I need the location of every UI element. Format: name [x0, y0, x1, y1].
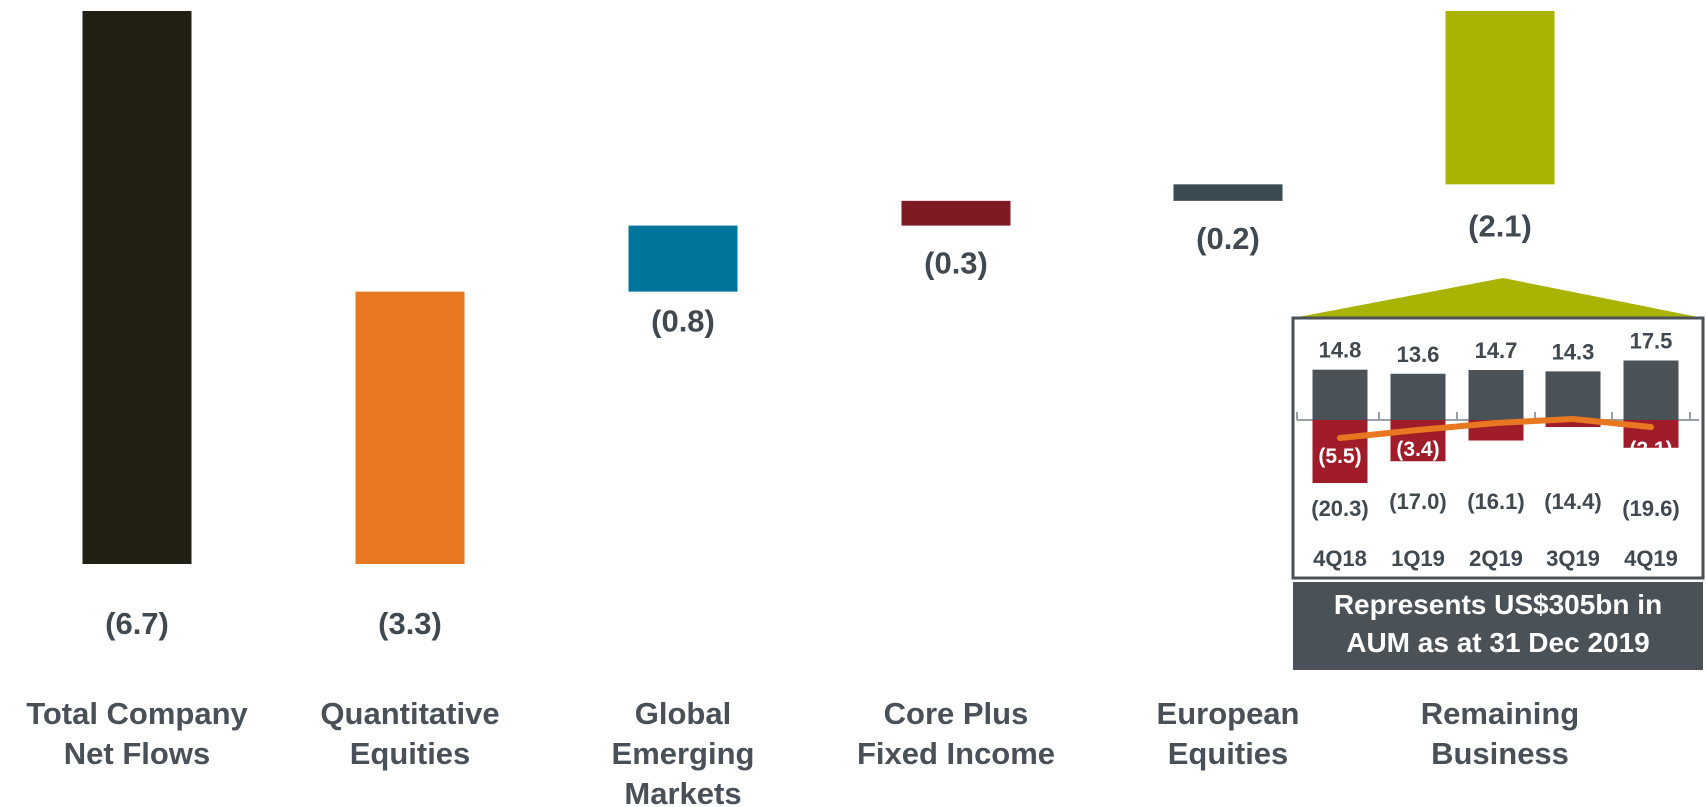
- footnote-text: AUM as at 31 Dec 2019: [1346, 627, 1650, 658]
- bar-1: [82, 11, 192, 564]
- net-label: (3.4): [1396, 438, 1439, 461]
- bar-5: [1173, 184, 1283, 201]
- net-label: (2.1): [1629, 438, 1672, 461]
- net-label: (0.1): [1551, 438, 1594, 461]
- inset-category-label: 4Q18: [1313, 546, 1367, 571]
- inflow-bar: [1312, 369, 1368, 420]
- bar-2: [355, 291, 465, 564]
- category-label: Equities: [350, 736, 471, 771]
- category-label: Business: [1431, 736, 1569, 771]
- category-label: Core Plus: [884, 696, 1029, 731]
- bar-4: [901, 200, 1011, 226]
- bar-value-label: (2.1): [1468, 208, 1532, 243]
- inflow-label: 14.7: [1475, 338, 1518, 363]
- bar-value-label: (0.8): [651, 304, 715, 339]
- category-label: Net Flows: [64, 736, 210, 771]
- outflow-label: (20.3): [1311, 496, 1368, 521]
- inflow-label: 14.3: [1552, 339, 1595, 364]
- category-label: Quantitative: [320, 696, 499, 731]
- bar-value-label: (0.3): [924, 246, 988, 281]
- bar-3: [628, 225, 738, 292]
- category-label: Equities: [1168, 736, 1289, 771]
- inset-category-label: 3Q19: [1546, 546, 1600, 571]
- outflow-label: (17.0): [1389, 489, 1446, 514]
- inflow-label: 13.6: [1397, 342, 1440, 367]
- bar-6: [1445, 11, 1555, 185]
- category-label: Fixed Income: [857, 736, 1055, 771]
- category-label: Remaining: [1421, 696, 1579, 731]
- inset-category-label: 1Q19: [1391, 546, 1445, 571]
- bar-value-label: (0.2): [1196, 221, 1260, 256]
- category-label: Emerging: [612, 736, 755, 771]
- inset-category-label: 4Q19: [1624, 546, 1678, 571]
- outflow-label: (16.1): [1467, 489, 1524, 514]
- category-label: Total Company: [26, 696, 248, 731]
- outflow-label: (19.6): [1622, 496, 1679, 521]
- callout-triangle: [1293, 278, 1703, 318]
- category-label: Global: [635, 696, 731, 731]
- footnote-box: [1293, 582, 1703, 670]
- net-flow-line: [1337, 416, 1654, 441]
- inset-category-label: 2Q19: [1469, 546, 1523, 571]
- inflow-bar: [1545, 371, 1601, 420]
- inflow-bar: [1390, 373, 1446, 420]
- inflow-bar: [1623, 360, 1679, 420]
- bar-value-label: (3.3): [378, 606, 442, 641]
- outflow-label: (14.4): [1544, 489, 1601, 514]
- outflow-bar: [1312, 420, 1368, 484]
- inflow-label: 17.5: [1630, 329, 1673, 354]
- outflow-bar: [1545, 420, 1601, 428]
- inflow-bar: [1468, 370, 1524, 420]
- bar-value-label: (6.7): [105, 606, 169, 641]
- category-label: European: [1157, 696, 1300, 731]
- net-label: (5.5): [1318, 445, 1361, 468]
- category-label: Markets: [624, 776, 741, 807]
- inflow-label: 14.8: [1319, 338, 1362, 363]
- footnote-text: Represents US$305bn in: [1334, 589, 1662, 620]
- net-label: (1.4): [1474, 438, 1517, 461]
